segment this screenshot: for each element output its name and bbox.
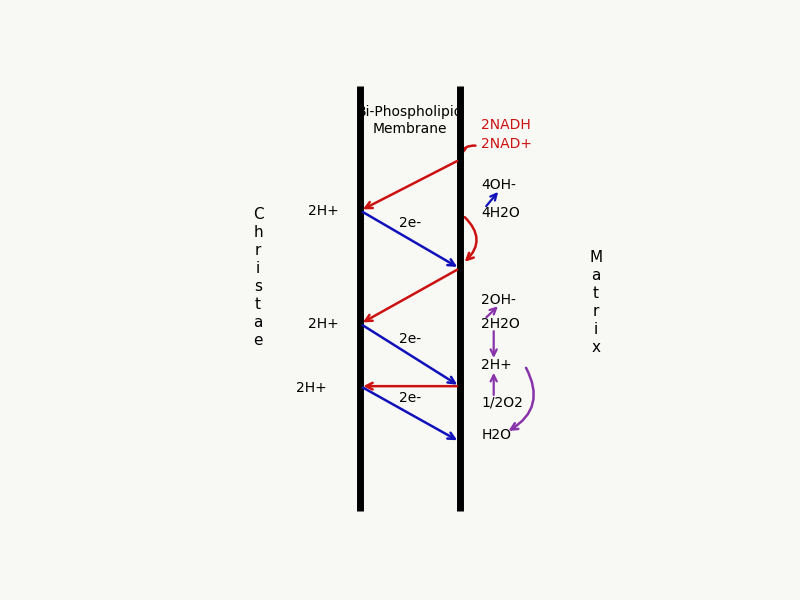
Text: 2H+: 2H+ bbox=[295, 382, 326, 395]
Text: 2NADH: 2NADH bbox=[482, 118, 531, 132]
Text: 2e-: 2e- bbox=[399, 216, 421, 230]
FancyArrowPatch shape bbox=[511, 368, 534, 430]
Text: 2H+: 2H+ bbox=[308, 203, 338, 218]
Text: Bi-Phospholipid
Membrane: Bi-Phospholipid Membrane bbox=[357, 106, 463, 136]
Text: 2H2O: 2H2O bbox=[482, 317, 520, 331]
Text: 2NAD+: 2NAD+ bbox=[482, 137, 532, 151]
FancyArrowPatch shape bbox=[459, 146, 475, 154]
Text: H2O: H2O bbox=[482, 428, 511, 442]
Text: 2H+: 2H+ bbox=[308, 317, 338, 331]
Text: 4OH-: 4OH- bbox=[482, 178, 516, 192]
Text: 2H+: 2H+ bbox=[482, 358, 512, 373]
Text: M
a
t
r
i
x: M a t r i x bbox=[590, 251, 602, 355]
Text: C
h
r
i
s
t
a
e: C h r i s t a e bbox=[253, 207, 263, 348]
Text: 4H2O: 4H2O bbox=[482, 206, 520, 220]
Text: 2OH-: 2OH- bbox=[482, 293, 516, 307]
FancyArrowPatch shape bbox=[465, 217, 477, 260]
Text: 2e-: 2e- bbox=[399, 332, 421, 346]
Text: 2e-: 2e- bbox=[399, 391, 421, 404]
Text: 1/2O2: 1/2O2 bbox=[482, 395, 523, 409]
